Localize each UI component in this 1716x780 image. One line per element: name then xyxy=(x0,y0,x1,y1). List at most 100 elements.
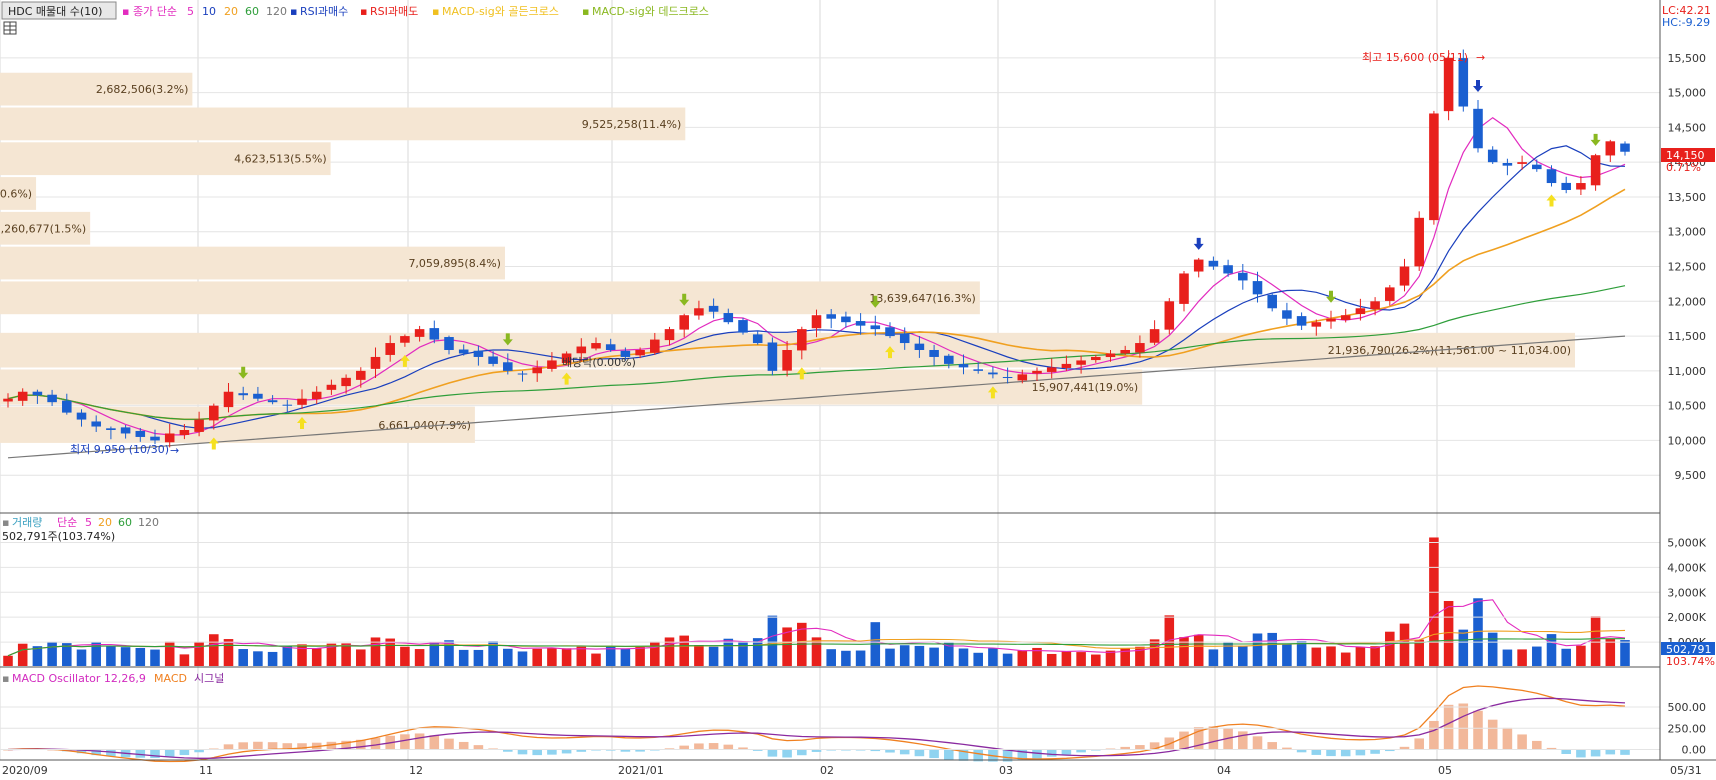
volume-bar xyxy=(91,642,101,666)
volume-bar xyxy=(1326,646,1336,666)
candle-body xyxy=(253,393,263,399)
macd-osc-bar xyxy=(91,749,101,756)
macd-osc-bar xyxy=(664,748,675,750)
high-label: 최고 15,600 (05/11) xyxy=(1362,51,1468,64)
low-label: 최저 9,950 (10/30) xyxy=(70,443,169,456)
candle-body xyxy=(826,314,836,319)
signal-arrow xyxy=(885,346,895,359)
macd-osc-bar xyxy=(1267,742,1277,750)
volume-bar xyxy=(1620,640,1630,666)
ma-label-square: ▪ xyxy=(122,5,129,18)
volume-bar xyxy=(855,650,866,666)
volume-bar xyxy=(311,648,322,666)
macd-osc-bar xyxy=(870,749,881,752)
volume-profile-label: 510,388(0.6%) xyxy=(0,187,32,200)
signal-arrow xyxy=(679,293,690,306)
candle-body xyxy=(1458,58,1469,107)
volume-tick-label: 4,000K xyxy=(1667,561,1706,574)
x-tick-label: 04 xyxy=(1217,764,1231,777)
signal-arrow xyxy=(208,437,219,450)
candle-body xyxy=(267,400,278,403)
volume-ma60: 60 xyxy=(118,516,132,529)
macd-osc-bar xyxy=(135,749,146,758)
macd-osc-bar xyxy=(1620,749,1630,755)
indicator-box[interactable] xyxy=(1,1,117,20)
signal-line xyxy=(7,697,1626,759)
macd-osc-bar xyxy=(1576,749,1586,758)
candle-body xyxy=(561,353,572,364)
candle-body xyxy=(1414,217,1424,267)
price-tick-label: 13,000 xyxy=(1668,226,1707,239)
macd-osc-bar xyxy=(253,741,263,750)
candle-body xyxy=(958,364,969,368)
candle-body xyxy=(1076,360,1086,365)
macd-osc-bar xyxy=(1458,703,1469,750)
candle-body xyxy=(209,405,219,421)
candle-body xyxy=(1282,310,1292,319)
current-price-badge xyxy=(1661,148,1715,162)
price-tick-label: 10,500 xyxy=(1668,400,1707,413)
macd-osc-bar xyxy=(326,741,337,750)
volume-bar xyxy=(1193,634,1204,666)
candle-body xyxy=(708,305,719,312)
candle-body xyxy=(811,315,822,329)
volume-bar xyxy=(664,637,675,666)
volume-bar xyxy=(1149,639,1160,666)
volume-bar xyxy=(267,651,278,666)
volume-bar xyxy=(1458,629,1469,666)
volume-profile-bar xyxy=(0,211,91,245)
candle-body xyxy=(106,428,116,430)
candle-body xyxy=(1502,162,1513,166)
candle-body xyxy=(194,419,204,432)
candle-body xyxy=(767,342,778,371)
candle-body xyxy=(517,373,528,375)
volume-bars xyxy=(3,537,1630,666)
volume-bar xyxy=(1443,600,1454,666)
price-tick-label: 13,500 xyxy=(1668,191,1707,204)
macd-osc-bar xyxy=(356,739,366,750)
candle-body xyxy=(1370,301,1380,310)
macd-osc-bar xyxy=(1590,749,1601,757)
candle-body xyxy=(3,398,13,402)
rsi-overbought-label: RSI과매수 xyxy=(300,5,348,18)
axes: 15,50015,00014,50014,00013,50013,00012,5… xyxy=(0,52,1707,777)
candle-body xyxy=(414,329,425,337)
volume-bar xyxy=(576,646,587,666)
macd-osc-bar xyxy=(488,748,498,750)
volume-bar xyxy=(738,641,748,666)
macd-osc-bar xyxy=(503,749,513,752)
volume-bar xyxy=(76,649,87,666)
price-tick-label: 10,000 xyxy=(1668,434,1707,447)
macd-osc-bar xyxy=(1429,720,1439,750)
volume-profile-label: 4,623,513(5.5%) xyxy=(234,153,327,166)
macd-osc-bar xyxy=(1399,746,1410,750)
candle-body xyxy=(547,360,557,369)
candle-body xyxy=(1517,162,1527,164)
volume-bar xyxy=(532,648,542,666)
macd-osc-bar xyxy=(1370,749,1380,754)
volume-bar xyxy=(150,649,160,666)
volume-profile-bar xyxy=(0,177,37,210)
ma20-period: 20 xyxy=(224,5,238,18)
volume-bar xyxy=(1252,633,1263,666)
macd-osc-bar xyxy=(885,749,895,753)
candle-body xyxy=(1340,315,1351,320)
macd-osc-bar xyxy=(400,734,410,750)
candle-body xyxy=(914,343,925,350)
volume-bar xyxy=(1032,647,1042,666)
macd-tick-label: 0.00 xyxy=(1682,744,1707,757)
macd-osc-bar xyxy=(76,749,87,754)
x-tick-label: 02 xyxy=(820,764,834,777)
volume-profile-bar xyxy=(0,142,331,176)
candle-body xyxy=(679,315,689,330)
volume-ma5: 5 xyxy=(85,516,92,529)
price-tick-label: 11,000 xyxy=(1668,365,1707,378)
candle-body xyxy=(62,400,72,413)
macd-osc-bar xyxy=(1193,727,1204,750)
header-legend: HDC 매물대 수(10) ▪ 종가 단순 5 10 20 60 120 ▪ R… xyxy=(1,1,1711,35)
macd-osc-bar xyxy=(752,749,763,751)
candle-body xyxy=(1193,259,1204,272)
price-tick-label: 12,500 xyxy=(1668,261,1707,274)
volume-bar xyxy=(1399,623,1410,666)
